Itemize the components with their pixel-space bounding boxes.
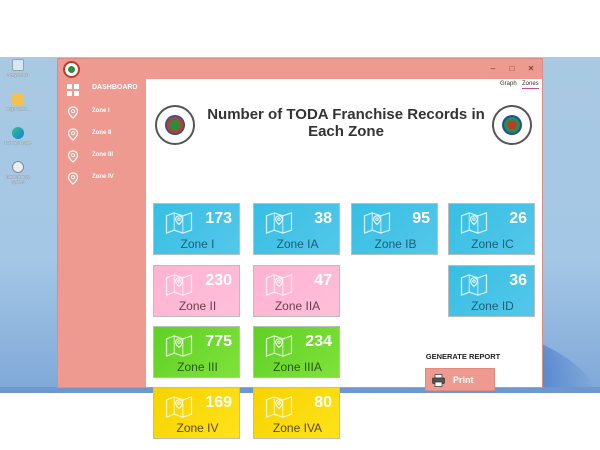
zone-count: 36 bbox=[509, 272, 527, 289]
zone-card[interactable]: 26 Zone IC bbox=[448, 203, 535, 255]
desktop-icon-app[interactable]: BaseMemory System bbox=[2, 161, 34, 184]
zone-count: 230 bbox=[205, 272, 232, 289]
desktop-icon-edge[interactable]: Microsoft Edge bbox=[2, 127, 34, 145]
office-seal-logo bbox=[492, 105, 532, 145]
desktop-icon-label: Microsoft Edge bbox=[4, 140, 32, 145]
desktop-icon-label: BaseMemory System bbox=[6, 174, 30, 184]
zone-name: Zone IVA bbox=[272, 421, 323, 435]
zone-map-icon bbox=[165, 396, 193, 418]
zone-map-icon bbox=[265, 212, 293, 234]
edge-icon bbox=[12, 127, 24, 139]
desktop-icon-recycle-bin[interactable]: Recycle Bin bbox=[2, 59, 34, 77]
zone-count: 169 bbox=[205, 394, 232, 411]
desktop-icon-folder[interactable]: imgprocess... bbox=[2, 93, 34, 111]
tab-zones[interactable]: Zones bbox=[522, 81, 539, 89]
sidebar-item-dashboard[interactable]: DASHBOARD bbox=[58, 80, 146, 100]
zone-map-icon bbox=[165, 335, 193, 357]
zone-count: 26 bbox=[509, 210, 527, 227]
zone-card[interactable]: 38 Zone IA bbox=[253, 203, 340, 255]
seal-emblem-icon bbox=[502, 115, 522, 135]
zone-card[interactable]: 169 Zone IV bbox=[153, 387, 240, 439]
zone-map-icon bbox=[460, 274, 488, 296]
zone-card[interactable]: 230 Zone II bbox=[153, 265, 240, 317]
zone-count: 234 bbox=[305, 333, 332, 350]
sidebar-item-zone-ii[interactable]: Zone II bbox=[58, 125, 146, 145]
zone-name: Zone I bbox=[180, 237, 215, 251]
location-pin-icon bbox=[67, 150, 79, 163]
printer-icon bbox=[432, 374, 445, 387]
dashboard-icon bbox=[67, 84, 79, 96]
app-window: – □ ✕ DASHBOARD Zone I bbox=[58, 59, 542, 439]
sidebar-item-label: Zone I bbox=[92, 108, 110, 114]
zone-count: 47 bbox=[314, 272, 332, 289]
zone-count: 38 bbox=[314, 210, 332, 227]
sidebar-item-zone-i[interactable]: Zone I bbox=[58, 103, 146, 123]
zone-card[interactable]: 173 Zone I bbox=[153, 203, 240, 255]
zone-map-icon bbox=[165, 274, 193, 296]
title-bar[interactable]: – □ ✕ bbox=[58, 59, 542, 79]
zone-name: Zone IB bbox=[374, 237, 417, 251]
sidebar-item-label: Zone IV bbox=[92, 174, 114, 180]
zone-name: Zone IV bbox=[176, 421, 219, 435]
zone-count: 775 bbox=[205, 333, 232, 350]
folder-icon bbox=[12, 93, 24, 105]
zone-map-icon bbox=[265, 335, 293, 357]
seal-emblem-icon bbox=[165, 115, 185, 135]
maximize-button[interactable]: □ bbox=[509, 64, 515, 73]
zone-card[interactable]: 234 Zone IIIA bbox=[253, 326, 340, 378]
desktop-icon-label: Recycle Bin bbox=[7, 72, 29, 77]
tab-graph[interactable]: Graph bbox=[500, 81, 517, 87]
zone-map-icon bbox=[165, 212, 193, 234]
zone-name: Zone IC bbox=[471, 237, 514, 251]
zone-card[interactable]: 47 Zone IIA bbox=[253, 265, 340, 317]
sidebar-item-label: DASHBOARD bbox=[92, 84, 138, 91]
desktop-icon-label: imgprocess... bbox=[6, 106, 30, 111]
tab-bar: Graph Zones bbox=[146, 79, 542, 93]
print-button[interactable]: Print bbox=[425, 368, 495, 391]
zone-count: 80 bbox=[314, 394, 332, 411]
close-button[interactable]: ✕ bbox=[527, 64, 535, 73]
zone-card[interactable]: 36 Zone ID bbox=[448, 265, 535, 317]
zone-name: Zone IIA bbox=[274, 299, 321, 313]
location-pin-icon bbox=[67, 128, 79, 141]
minimize-button[interactable]: – bbox=[490, 64, 496, 73]
sidebar-item-zone-iv[interactable]: Zone IV bbox=[58, 169, 146, 189]
zone-name: Zone IIIA bbox=[273, 360, 322, 374]
app-logo-icon bbox=[63, 61, 80, 78]
zone-name: Zone ID bbox=[471, 299, 514, 313]
main-content: Graph Zones Number of TODA Franchise Rec… bbox=[146, 79, 542, 439]
zone-map-icon bbox=[363, 212, 391, 234]
sidebar-item-label: Zone III bbox=[92, 152, 113, 158]
page-title: Number of TODA Franchise Records in Each… bbox=[207, 106, 485, 140]
zone-name: Zone III bbox=[177, 360, 218, 374]
zone-name: Zone IA bbox=[276, 237, 319, 251]
location-pin-icon bbox=[67, 106, 79, 119]
generate-report-label: GENERATE REPORT bbox=[425, 352, 501, 361]
zone-count: 173 bbox=[205, 210, 232, 227]
city-seal-logo bbox=[155, 105, 195, 145]
sidebar-item-label: Zone II bbox=[92, 130, 112, 136]
zone-name: Zone II bbox=[178, 299, 217, 313]
zone-card[interactable]: 95 Zone IB bbox=[351, 203, 438, 255]
recycle-bin-icon bbox=[12, 59, 24, 71]
zone-map-icon bbox=[265, 274, 293, 296]
zone-map-icon bbox=[265, 396, 293, 418]
sidebar-item-zone-iii[interactable]: Zone III bbox=[58, 147, 146, 167]
location-pin-icon bbox=[67, 172, 79, 185]
zone-count: 95 bbox=[412, 210, 430, 227]
sidebar: DASHBOARD Zone I Zone II bbox=[58, 79, 146, 387]
app-shortcut-icon bbox=[12, 161, 24, 173]
zone-card[interactable]: 80 Zone IVA bbox=[253, 387, 340, 439]
zone-map-icon bbox=[460, 212, 488, 234]
zone-card[interactable]: 775 Zone III bbox=[153, 326, 240, 378]
print-button-label: Print bbox=[453, 375, 474, 385]
